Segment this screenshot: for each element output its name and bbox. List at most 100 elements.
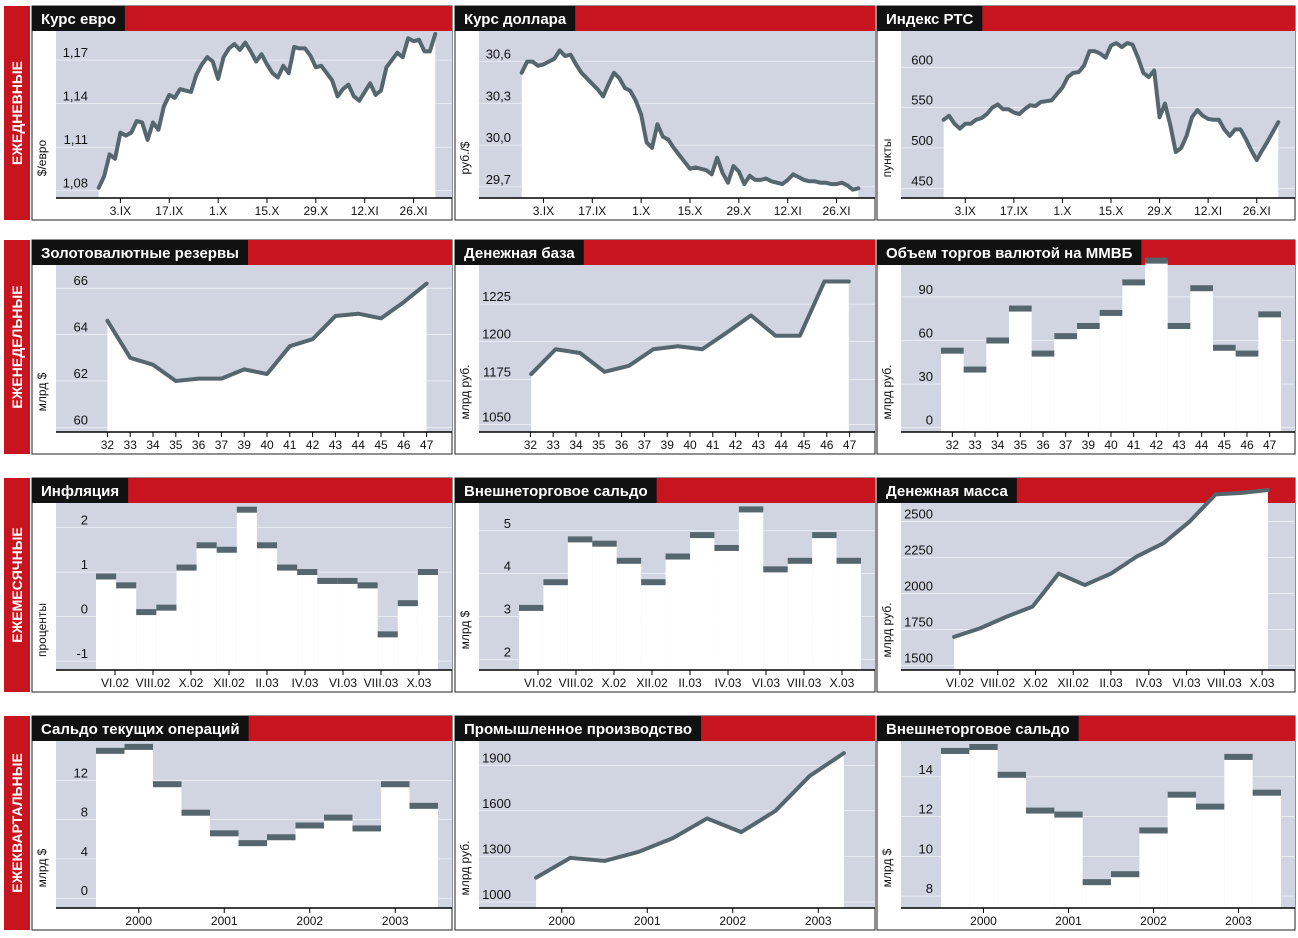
data-point	[799, 334, 801, 337]
bar-level	[763, 566, 788, 573]
data-point	[1067, 76, 1069, 78]
x-tick-label: 32	[946, 438, 960, 452]
x-tick-label: X.03	[830, 676, 855, 690]
data-point	[1136, 555, 1138, 558]
x-tick-label: XII.02	[636, 676, 668, 690]
x-tick-label: 2000	[970, 914, 997, 928]
data-point	[179, 88, 181, 90]
x-tick-label: 46	[397, 438, 411, 452]
bar-level	[267, 834, 296, 841]
chart-title: Внешнеторговое сальдо	[886, 721, 1070, 738]
bar-fill	[641, 582, 666, 670]
bar-level	[941, 747, 970, 754]
data-point	[1188, 520, 1191, 523]
row-label: ЕЖЕМЕСЯЧНЫЕ	[9, 527, 25, 643]
data-point	[770, 180, 773, 183]
bar-level	[986, 337, 1009, 344]
data-point	[407, 37, 409, 40]
data-point	[1072, 72, 1075, 74]
x-tick-label: 2000	[548, 914, 575, 928]
bar-fill	[1031, 353, 1055, 432]
data-point	[1261, 149, 1263, 152]
x-tick-label: 17.IX	[155, 204, 183, 218]
bar-fill	[1258, 314, 1281, 432]
y-axis-label: $/евро	[35, 139, 49, 176]
data-point	[1240, 492, 1243, 494]
x-tick-label: XII.02	[1058, 676, 1090, 690]
data-point	[1158, 116, 1161, 119]
y-tick-label: 2500	[904, 507, 933, 522]
data-point	[1164, 102, 1166, 105]
data-point	[586, 77, 588, 80]
data-point	[841, 181, 843, 184]
bar-level	[665, 553, 690, 560]
data-point	[579, 352, 581, 354]
data-point	[243, 368, 245, 371]
chart-title: Денежная масса	[886, 483, 1008, 500]
y-tick-label: 2	[81, 512, 88, 527]
data-point	[135, 120, 138, 122]
data-point	[554, 348, 557, 351]
data-point	[190, 91, 192, 93]
data-point	[996, 103, 999, 106]
data-point	[385, 66, 388, 69]
x-tick-label: II.03	[1099, 676, 1123, 690]
data-point	[835, 183, 838, 185]
row-label: ЕЖЕНЕДЕЛЬНЫЕ	[9, 285, 25, 408]
bar-level	[397, 600, 418, 607]
bar-fill	[1190, 288, 1213, 432]
x-tick-label: 46	[820, 438, 834, 452]
x-tick-label: VIII.03	[1207, 676, 1242, 690]
bar-level	[1054, 811, 1083, 818]
data-point	[1007, 108, 1010, 111]
bar-fill	[941, 750, 970, 908]
bar-level	[1122, 279, 1145, 286]
bar-fill	[181, 812, 210, 908]
data-point	[843, 752, 845, 754]
bar-level	[196, 542, 217, 549]
title-box	[877, 240, 1142, 265]
data-point	[197, 377, 200, 380]
bar-fill	[297, 572, 318, 670]
x-tick-label: IV.03	[1135, 676, 1162, 690]
bar-level	[1235, 350, 1259, 357]
x-tick-label: 41	[706, 438, 720, 452]
bar-level	[124, 743, 153, 750]
data-point	[325, 72, 328, 74]
y-tick-label: 1	[81, 557, 88, 572]
data-point	[808, 180, 811, 183]
data-point	[239, 49, 241, 51]
data-point	[776, 181, 778, 184]
bar-level	[738, 506, 764, 513]
bar-fill	[738, 509, 764, 670]
y-tick-label: 4	[504, 559, 511, 574]
y-tick-label: 10	[919, 841, 933, 856]
bar-fill	[397, 603, 418, 670]
bar-fill	[324, 817, 353, 908]
x-tick-label: 3.IX	[533, 204, 554, 218]
data-point	[1126, 42, 1128, 44]
bar-fill	[665, 556, 690, 670]
data-point	[1094, 50, 1096, 52]
x-tick-label: VI.02	[524, 676, 552, 690]
bar-level	[963, 366, 987, 373]
data-point	[357, 312, 360, 315]
data-point	[740, 831, 743, 833]
bar-level	[519, 604, 544, 611]
y-tick-label: 1300	[482, 841, 511, 856]
x-tick-label: 12.XI	[1194, 204, 1222, 218]
data-point	[823, 280, 826, 283]
bar-level	[156, 604, 177, 611]
data-point	[535, 876, 537, 879]
bar-fill	[267, 837, 296, 908]
data-point	[694, 166, 697, 169]
data-point	[964, 122, 967, 125]
data-point	[602, 95, 604, 98]
x-tick-label: 47	[420, 438, 434, 452]
bar-fill	[690, 535, 715, 670]
y-axis-label: млрд руб.	[458, 841, 472, 896]
chart-panel: Внешнеторговое сальдо 8 10 12 14 млрд $ 2000 20…	[876, 715, 1296, 931]
bar-fill	[238, 843, 267, 908]
bar-level	[997, 771, 1026, 778]
x-tick-label: 2002	[719, 914, 746, 928]
